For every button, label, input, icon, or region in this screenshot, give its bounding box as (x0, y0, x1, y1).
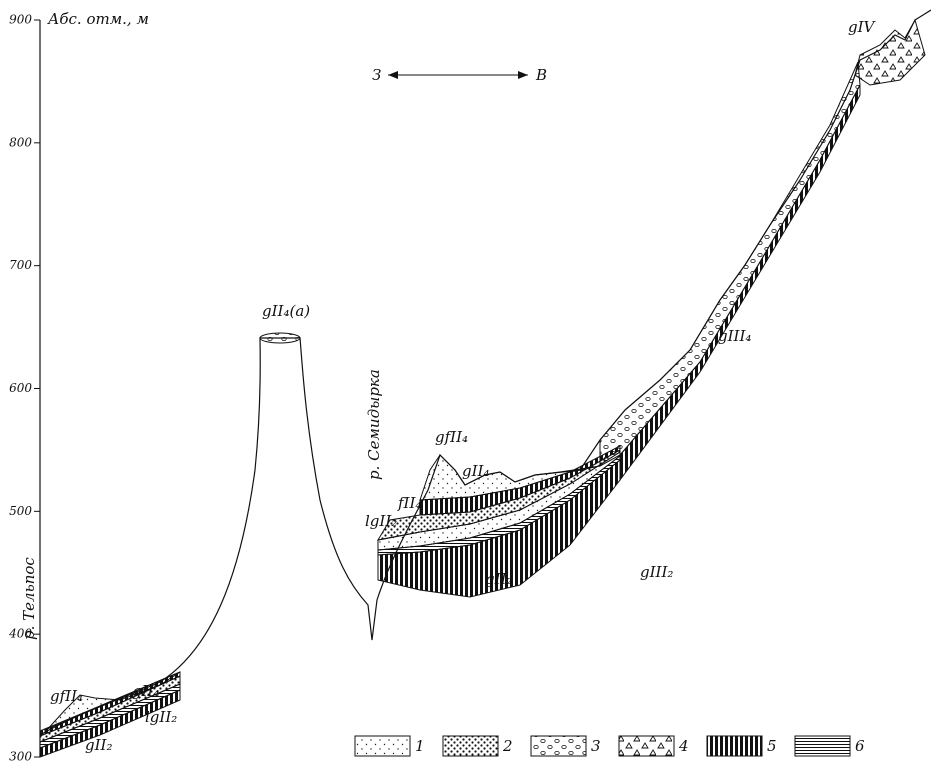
legend-number: 2 (502, 737, 513, 755)
legend-swatch (355, 736, 410, 756)
tick-label: 300 (9, 750, 32, 762)
tick-label: 900 (9, 13, 32, 27)
formation-label: gII₄(a) (262, 302, 310, 320)
legend-swatch (707, 736, 762, 756)
axis-label: Абс. отм., м (47, 10, 149, 28)
legend-swatch (795, 736, 850, 756)
legend-number: 6 (855, 737, 865, 755)
formation-label: gII₂ (85, 736, 112, 754)
west: З (372, 66, 381, 84)
strata (40, 20, 925, 757)
surface (40, 10, 931, 735)
geologic-profile: 900800700600500400300 Абс. отм., м З В р… (0, 0, 931, 762)
formation-label: lgII₂ (365, 512, 397, 530)
legend-number: 4 (678, 737, 689, 755)
river-label: р. Тельпос (20, 557, 38, 640)
formation-label: gII₄ (462, 462, 489, 480)
formation-label: fII₄ (397, 494, 421, 512)
direction: З В (372, 66, 547, 84)
legend-number: 3 (591, 737, 601, 755)
legend-swatch (619, 736, 674, 756)
formation-label: lgII₂ (145, 708, 177, 726)
formation-label: gII₄ (132, 682, 159, 700)
tick-label: 500 (9, 504, 32, 518)
legend-swatch (531, 736, 586, 756)
tick-label: 700 (9, 258, 32, 272)
legend-number: 1 (415, 737, 425, 755)
formation-label: gIV (848, 18, 877, 36)
tick-label: 800 (9, 135, 32, 149)
formation-label: gII₂ (485, 570, 512, 588)
east: В (535, 66, 547, 84)
legend-number: 5 (767, 737, 777, 755)
river-label: р. Семидырка (365, 369, 383, 480)
formation-label: gIII₄ (718, 327, 751, 345)
legend-swatch (443, 736, 498, 756)
formation-label: gfII₄ (50, 687, 83, 705)
formation-label: gfII₄ (435, 428, 468, 446)
formation-label: gIII₂ (640, 563, 673, 581)
tick-label: 600 (9, 381, 32, 395)
